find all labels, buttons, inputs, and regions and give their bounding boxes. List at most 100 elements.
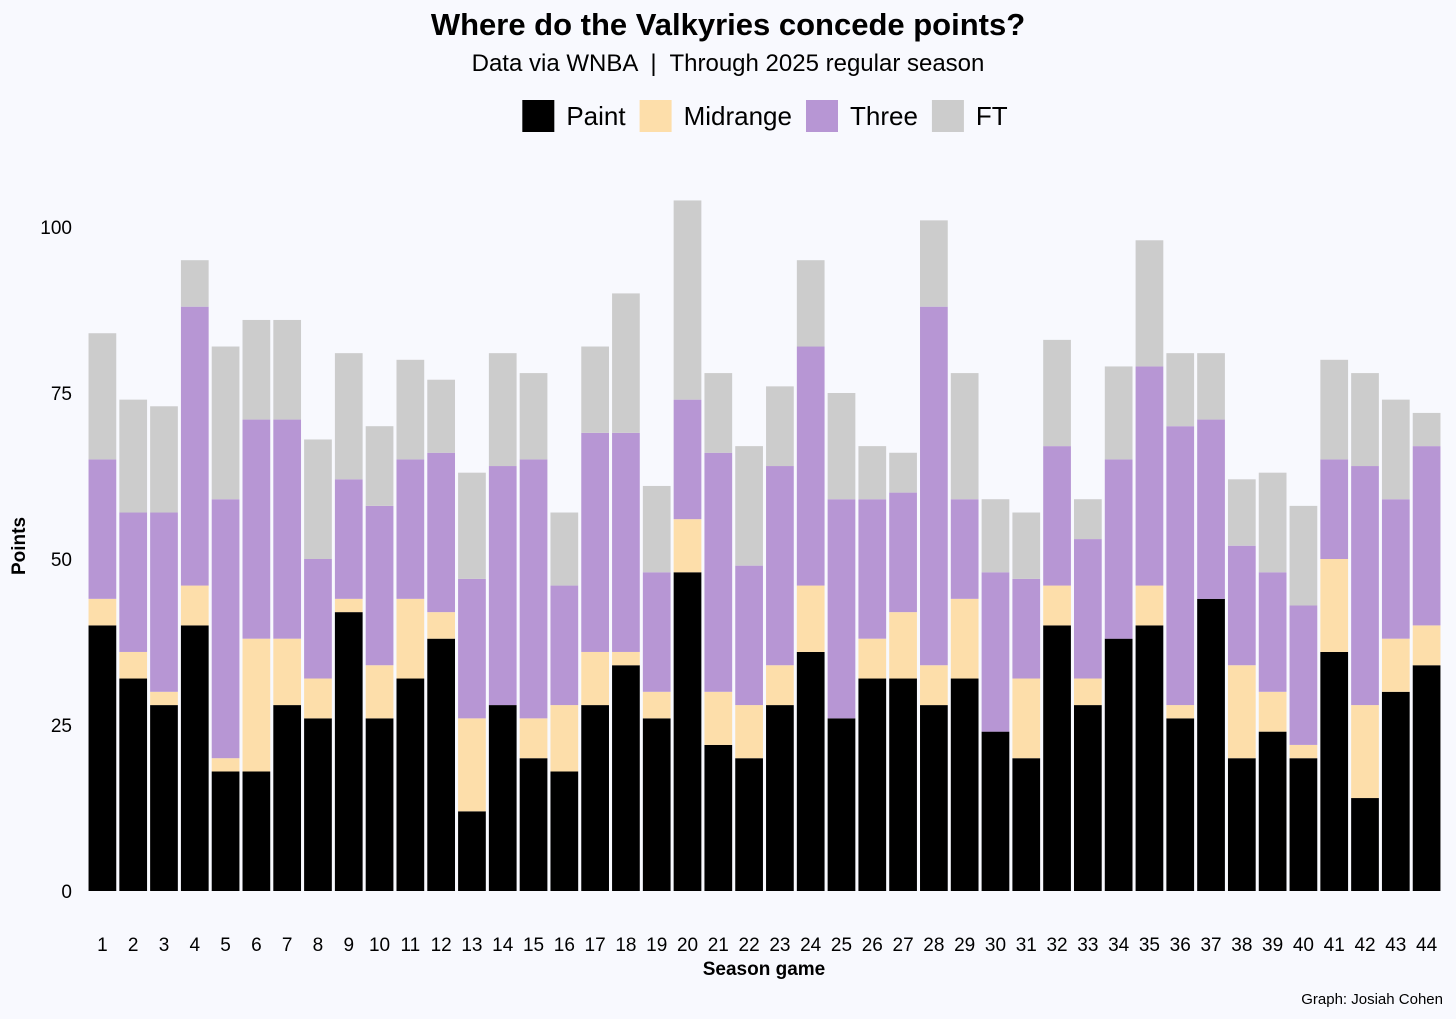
bar-ft-game-41 (1320, 359, 1349, 460)
y-tick-label: 50 (51, 550, 72, 571)
x-tick-label: 7 (282, 935, 293, 956)
bar-midrange-game-1 (88, 598, 117, 626)
x-tick-label: 13 (461, 935, 482, 956)
bar-ft-game-23 (766, 386, 794, 467)
x-tick-label: 38 (1231, 935, 1252, 956)
bar-three-game-7 (273, 419, 302, 639)
legend-label-paint: Paint (566, 101, 626, 131)
legend-item-three: Three (805, 100, 918, 132)
x-axis: 1 2 3 4 5 6 7 8 9 10 11 12 13 14 15 16 17 18 19 20 21 22 23 24 2… (97, 935, 1437, 956)
x-tick-label: 41 (1324, 935, 1345, 956)
legend-key-paint (522, 100, 555, 132)
bar-three-game-29 (950, 499, 979, 599)
bar-midrange-game-23 (766, 665, 794, 706)
x-tick-label: 3 (159, 935, 170, 956)
bar-paint-game-35 (1135, 625, 1164, 891)
bar-midrange-game-21 (704, 691, 733, 745)
bar-midrange-game-24 (796, 585, 825, 652)
legend-key-three (805, 100, 838, 132)
bar-ft-game-20 (673, 200, 702, 400)
x-tick-label: 11 (400, 935, 420, 956)
bar-three-game-41 (1320, 459, 1349, 559)
bar-ft-game-18 (612, 293, 640, 433)
x-tick-label: 23 (769, 935, 790, 956)
bar-midrange-game-16 (550, 705, 579, 772)
bar-ft-game-29 (950, 373, 979, 500)
x-tick-label: 10 (369, 935, 390, 956)
bar-ft-game-39 (1258, 472, 1287, 573)
bar-midrange-game-27 (889, 612, 917, 679)
bar-paint-game-15 (519, 758, 548, 891)
x-tick-label: 26 (862, 935, 883, 956)
bar-three-game-2 (119, 512, 148, 652)
bar-midrange-game-9 (334, 598, 363, 613)
x-tick-label: 17 (585, 935, 606, 956)
bar-midrange-game-41 (1320, 559, 1349, 652)
bar-midrange-game-35 (1135, 585, 1164, 626)
bar-ft-game-44 (1412, 412, 1441, 447)
bar-paint-game-6 (242, 771, 271, 891)
bar-ft-game-17 (581, 346, 609, 433)
bar-paint-game-44 (1412, 665, 1441, 891)
legend-item-ft: FT (931, 100, 1008, 132)
chart-subtitle: Data via WNBA | Through 2025 regular sea… (472, 50, 985, 77)
bar-paint-game-24 (796, 651, 825, 891)
bar-paint-game-2 (119, 678, 148, 891)
x-tick-label: 8 (313, 935, 324, 956)
bar-paint-game-4 (180, 625, 209, 891)
x-tick-label: 36 (1170, 935, 1191, 956)
bar-midrange-game-43 (1381, 638, 1410, 692)
x-tick-label: 29 (954, 935, 975, 956)
bar-paint-game-37 (1197, 598, 1225, 891)
bar-three-game-38 (1227, 545, 1256, 666)
bar-paint-game-39 (1258, 731, 1287, 891)
bar-three-game-32 (1043, 446, 1071, 586)
bar-ft-game-2 (119, 399, 148, 513)
x-tick-label: 35 (1139, 935, 1160, 956)
legend-item-midrange: Midrange (639, 100, 792, 132)
bar-ft-game-35 (1135, 240, 1164, 367)
bar-ft-game-33 (1073, 499, 1102, 540)
x-tick-label: 9 (343, 935, 354, 956)
x-tick-label: 30 (985, 935, 1006, 956)
x-tick-label: 20 (677, 935, 698, 956)
x-axis-title: Season game (703, 959, 826, 980)
bar-paint-game-31 (1012, 758, 1041, 891)
bar-ft-game-21 (704, 373, 733, 453)
bar-three-game-26 (858, 499, 887, 639)
bar-ft-game-38 (1227, 479, 1256, 546)
bar-ft-game-8 (304, 439, 332, 559)
bar-midrange-game-18 (612, 651, 640, 666)
bar-midrange-game-5 (211, 758, 240, 772)
bar-paint-game-10 (365, 718, 394, 891)
bar-paint-game-16 (550, 771, 579, 891)
x-tick-label: 21 (708, 935, 729, 956)
legend-key-ft (931, 100, 964, 132)
x-tick-label: 43 (1385, 935, 1406, 956)
x-tick-label: 44 (1416, 935, 1438, 956)
bar-paint-game-40 (1289, 758, 1318, 891)
bar-paint-game-20 (673, 572, 702, 891)
bar-midrange-game-33 (1073, 678, 1102, 706)
bar-three-game-20 (673, 399, 702, 520)
x-tick-label: 32 (1046, 935, 1067, 956)
bar-midrange-game-12 (427, 612, 456, 639)
x-tick-label: 2 (128, 935, 139, 956)
bar-paint-game-5 (211, 771, 240, 891)
legend-label-ft: FT (976, 101, 1008, 131)
x-tick-label: 28 (923, 935, 944, 956)
bar-midrange-game-11 (396, 598, 425, 679)
bar-ft-game-22 (735, 446, 763, 566)
bar-three-game-17 (581, 432, 609, 652)
bar-three-game-1 (88, 459, 117, 599)
bar-paint-game-12 (427, 638, 456, 891)
bar-three-game-13 (458, 578, 486, 719)
x-tick-label: 33 (1077, 935, 1098, 956)
bar-ft-game-4 (180, 260, 209, 307)
bar-three-game-33 (1073, 539, 1102, 679)
bar-three-game-44 (1412, 446, 1441, 626)
x-tick-label: 19 (646, 935, 667, 956)
x-tick-label: 6 (251, 935, 262, 956)
legend-key-midrange (639, 100, 672, 132)
x-tick-label: 18 (615, 935, 636, 956)
